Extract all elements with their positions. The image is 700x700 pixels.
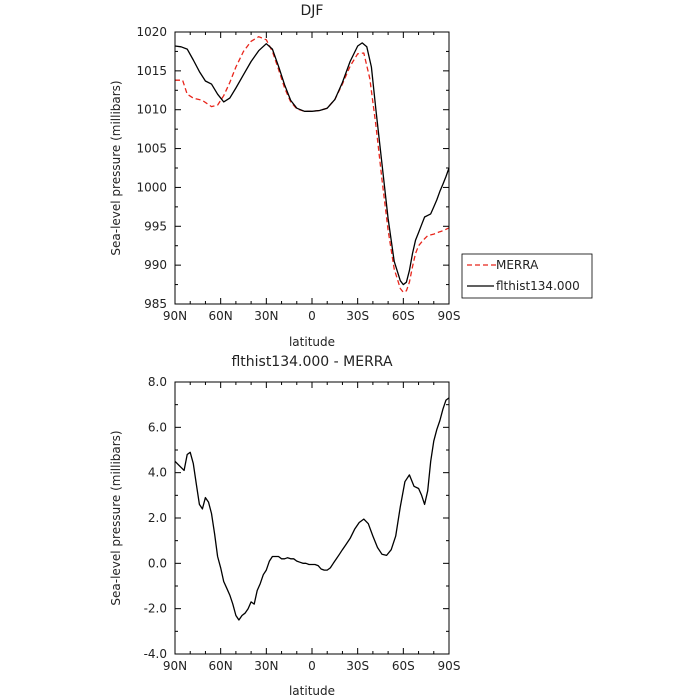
x-ticks: 90N 60N 30N 0 30S 60S 90S — [163, 382, 461, 673]
y-tick-label: 1015 — [136, 64, 167, 78]
series-line-difference — [174, 397, 450, 621]
x-tick-label: 0 — [308, 659, 316, 673]
y-tick-label: 2.0 — [148, 511, 167, 525]
x-tick-label: 90N — [163, 659, 187, 673]
plot-area — [174, 397, 450, 621]
series-line-flthist134-000 — [174, 42, 450, 286]
chart-bottom-panel: flthist134.000 - MERRA -4.0 -2.0 0.0 2.0 4.0… — [109, 354, 460, 698]
chart-title: flthist134.000 - MERRA — [231, 354, 393, 370]
y-tick-label: 6.0 — [148, 420, 167, 434]
legend-label-model: flthist134.000 — [496, 279, 580, 293]
x-ticks: 90N 60N 30N 0 30S 60S 90S — [163, 32, 461, 323]
x-tick-label: 30N — [254, 309, 278, 323]
y-ticks: 985 990 995 1000 1005 1010 1015 1020 — [136, 25, 449, 311]
y-tick-label: 990 — [144, 258, 167, 272]
y-tick-label: -4.0 — [144, 647, 167, 661]
y-tick-label: -2.0 — [144, 602, 167, 616]
plot-frame — [174, 381, 450, 655]
x-tick-label: 90S — [438, 309, 461, 323]
x-tick-label: 30N — [254, 659, 278, 673]
x-tick-label: 90S — [438, 659, 461, 673]
x-tick-label: 30S — [346, 309, 369, 323]
legend: MERRA flthist134.000 — [461, 253, 593, 299]
x-tick-label: 60N — [209, 309, 233, 323]
legend-label-merra: MERRA — [496, 258, 539, 272]
y-tick-label: 1005 — [136, 142, 167, 156]
x-tick-label: 90N — [163, 309, 187, 323]
y-tick-label: 1010 — [136, 103, 167, 117]
chart-top-panel: DJF 985 990 995 1000 1005 1010 1015 1020 90N 60N… — [109, 3, 593, 349]
legend-box — [461, 253, 593, 299]
plot-area — [174, 36, 450, 293]
y-axis-label: Sea-level pressure (millibars) — [109, 80, 123, 255]
x-tick-label: 60S — [392, 659, 415, 673]
x-tick-label: 30S — [346, 659, 369, 673]
series-line-merra — [175, 36, 450, 293]
y-tick-label: 985 — [144, 297, 167, 311]
plot-frame — [174, 31, 450, 305]
y-axis-label: Sea-level pressure (millibars) — [109, 430, 123, 605]
x-axis-label: latitude — [289, 335, 335, 349]
chart-title: DJF — [301, 3, 324, 19]
x-axis-label: latitude — [289, 684, 335, 698]
y-tick-label: 1020 — [136, 25, 167, 39]
x-tick-label: 60S — [392, 309, 415, 323]
y-tick-label: 4.0 — [148, 466, 167, 480]
x-tick-label: 60N — [209, 659, 233, 673]
x-tick-label: 0 — [308, 309, 316, 323]
y-tick-label: 995 — [144, 219, 167, 233]
y-tick-label: 8.0 — [148, 375, 167, 389]
y-tick-label: 1000 — [136, 180, 167, 194]
y-tick-label: 0.0 — [148, 556, 167, 570]
y-ticks: -4.0 -2.0 0.0 2.0 4.0 6.0 8.0 — [144, 375, 449, 661]
